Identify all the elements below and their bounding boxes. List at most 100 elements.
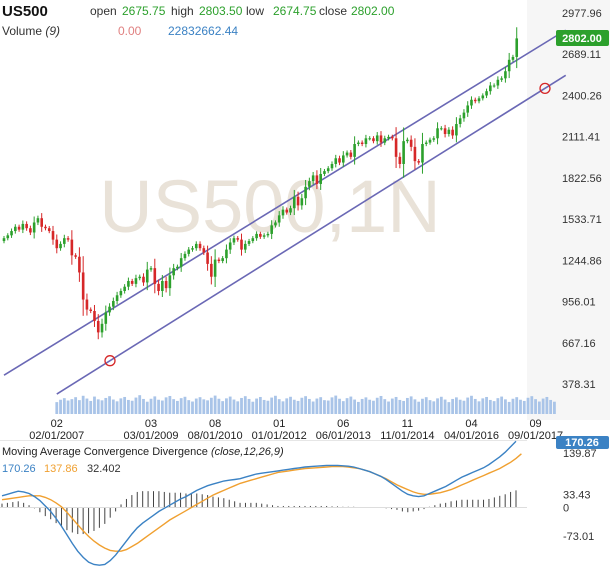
candle-body <box>466 105 470 113</box>
candle-body <box>198 243 202 249</box>
candle-body <box>183 253 187 259</box>
volume-bar <box>462 400 466 414</box>
volume-bar <box>451 398 455 414</box>
volume-bar <box>541 398 545 414</box>
trend-channel[interactable] <box>3 29 567 395</box>
candle-body <box>266 233 270 236</box>
volume-bar <box>341 401 345 414</box>
volume-bar <box>307 398 311 414</box>
volume-bar <box>160 400 164 414</box>
candle-body <box>330 163 334 169</box>
volume-bar <box>228 396 232 414</box>
volume-bar <box>409 396 413 414</box>
x-date-label: 04/01/2016 <box>444 430 499 442</box>
volume-bar <box>432 401 436 414</box>
candle-body <box>315 175 319 184</box>
candle-body <box>2 238 6 242</box>
volume-bar <box>413 399 417 414</box>
candle-body <box>458 118 462 125</box>
candle-body <box>157 283 160 291</box>
volume-bar <box>285 398 289 414</box>
volume-bar <box>300 397 304 414</box>
volume-bar <box>477 401 481 414</box>
volume-bar <box>172 399 176 414</box>
candle-body <box>225 249 228 259</box>
volume-bar <box>191 401 194 414</box>
volume-bar <box>304 396 307 414</box>
candle-body <box>172 268 175 276</box>
price-tick-label: 667.16 <box>562 338 596 350</box>
lower-channel-line[interactable] <box>56 74 567 395</box>
price-axis: 2977.96 2689.11 2400.26 2111.41 1822.56 1533.… <box>562 8 602 391</box>
volume-bar <box>66 400 70 414</box>
channel-handle[interactable] <box>539 82 551 94</box>
x-tick-label: 01 <box>273 418 285 430</box>
candle-body <box>391 136 394 139</box>
volume-bar <box>130 400 134 414</box>
close-label: close <box>319 4 347 18</box>
candle-body <box>462 112 466 119</box>
volume-bar <box>138 395 142 414</box>
candle-body <box>300 198 304 206</box>
volume-bar <box>281 401 285 414</box>
macd-badge-bg <box>556 436 609 449</box>
volume-bar <box>553 401 556 414</box>
upper-channel-line[interactable] <box>3 29 567 376</box>
candle-body <box>387 136 390 139</box>
candle-body <box>66 238 70 240</box>
volume-bar <box>89 400 93 414</box>
volume-bar <box>485 396 488 414</box>
macd-value: 170.26 <box>2 463 36 475</box>
volume-bar <box>515 397 519 414</box>
volume-bar <box>511 398 515 414</box>
low-label: low <box>246 4 264 18</box>
macd-tick-label: 139.87 <box>563 448 597 460</box>
volume-bar <box>78 400 81 414</box>
candle-body <box>398 156 402 164</box>
candle-body <box>319 173 322 184</box>
candle-body <box>515 38 519 57</box>
candle-body <box>489 85 492 92</box>
candle-body <box>289 208 292 213</box>
volume-bar <box>424 397 428 414</box>
candle-body <box>308 181 311 187</box>
price-tick-label: 378.31 <box>562 379 596 391</box>
candle-body <box>202 248 206 253</box>
candle-body <box>187 249 191 254</box>
candle-body <box>51 231 55 240</box>
channel-handle[interactable] <box>104 355 116 367</box>
x-tick-label: 09 <box>529 418 541 430</box>
volume-bar <box>526 397 530 414</box>
candle-body <box>168 275 172 289</box>
volume-bar <box>443 399 447 414</box>
volume-bar <box>319 397 323 414</box>
volume-bar <box>81 395 85 414</box>
volume-bar <box>236 401 240 414</box>
last-price-badge-bg <box>556 30 609 46</box>
price-tick-label: 1822.56 <box>562 173 602 185</box>
volume-bar <box>473 398 477 414</box>
volume-bar <box>311 401 315 414</box>
volume-bar <box>277 399 281 414</box>
candle-body <box>323 171 326 174</box>
volume-bar <box>85 398 89 414</box>
candle-body <box>236 238 240 240</box>
open-value: 2675.75 <box>122 4 166 18</box>
volume-bar <box>296 400 300 414</box>
candle-body <box>74 255 77 257</box>
price-tick-label: 2977.96 <box>562 8 602 20</box>
volume-bar <box>537 401 541 414</box>
candle-body <box>115 295 119 301</box>
x-tick-label: 03 <box>145 418 157 430</box>
volume-bar <box>534 399 537 414</box>
candle-body <box>6 235 10 239</box>
volume-label: Volume (9) <box>2 24 60 38</box>
candle-body <box>36 218 40 223</box>
ohlc-header: US500 open 2675.75 high 2803.50 low 2674… <box>2 3 395 38</box>
candle-body <box>228 242 232 250</box>
volume-bar <box>100 400 104 414</box>
candle-body <box>142 276 145 283</box>
volume-bar <box>421 398 424 414</box>
candle-body <box>123 286 126 291</box>
